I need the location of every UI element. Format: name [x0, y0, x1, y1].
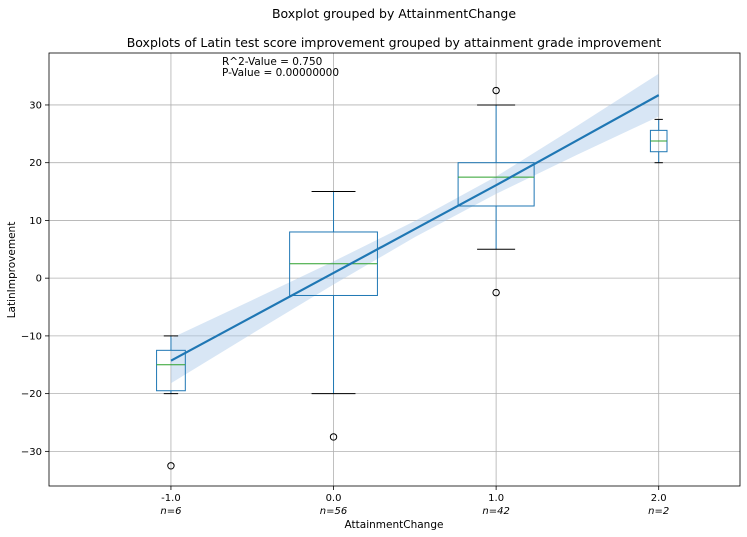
box-group — [457, 86, 535, 297]
chart-suptitle: Boxplot grouped by AttainmentChange — [272, 6, 516, 21]
r2-annotation: R^2-Value = 0.750 — [222, 56, 322, 68]
x-tick-label: 0.0 — [326, 493, 342, 504]
x-tick-count-label: n=2 — [648, 506, 669, 517]
x-tick-label: -1.0 — [161, 493, 181, 504]
box-iqr — [156, 349, 186, 392]
y-tick-label: −20 — [21, 389, 42, 400]
outlier-point — [492, 288, 500, 297]
y-tick-label: 0 — [36, 274, 42, 285]
plot-area-frame — [48, 52, 741, 487]
p-value-annotation: P-Value = 0.00000000 — [222, 67, 339, 79]
x-axis-ticks: -1.0 n=6 0.0 n=56 1.0 n=42 2.0 n=2 — [160, 486, 669, 517]
y-tick-label: −10 — [21, 331, 42, 342]
outlier-point — [167, 462, 175, 470]
y-tick-label: 20 — [29, 158, 42, 169]
x-tick-count-label: n=56 — [320, 506, 347, 517]
y-axis-label: LatinImprovement — [6, 222, 18, 319]
y-tick-label: 30 — [29, 100, 42, 111]
regression-line — [170, 94, 660, 362]
y-axis-ticks: −30 −20 −10 0 10 20 30 — [21, 100, 49, 458]
y-tick-label: 10 — [29, 216, 42, 227]
x-tick-count-label: n=6 — [160, 506, 181, 517]
x-tick-label: 1.0 — [488, 493, 504, 504]
box-group — [289, 191, 378, 441]
chart-title: Boxplots of Latin test score improvement… — [127, 35, 662, 50]
box-iqr — [457, 162, 535, 207]
box-group — [649, 118, 668, 164]
boxes-layer — [156, 86, 668, 470]
outlier-point — [329, 433, 338, 441]
x-tick-label: 2.0 — [651, 493, 667, 504]
y-tick-label: −30 — [21, 447, 42, 458]
outlier-point — [492, 86, 500, 95]
x-axis-label: AttainmentChange — [345, 519, 444, 531]
box-group — [156, 335, 186, 470]
regression-line-layer — [170, 94, 660, 362]
x-tick-count-label: n=42 — [482, 506, 509, 517]
